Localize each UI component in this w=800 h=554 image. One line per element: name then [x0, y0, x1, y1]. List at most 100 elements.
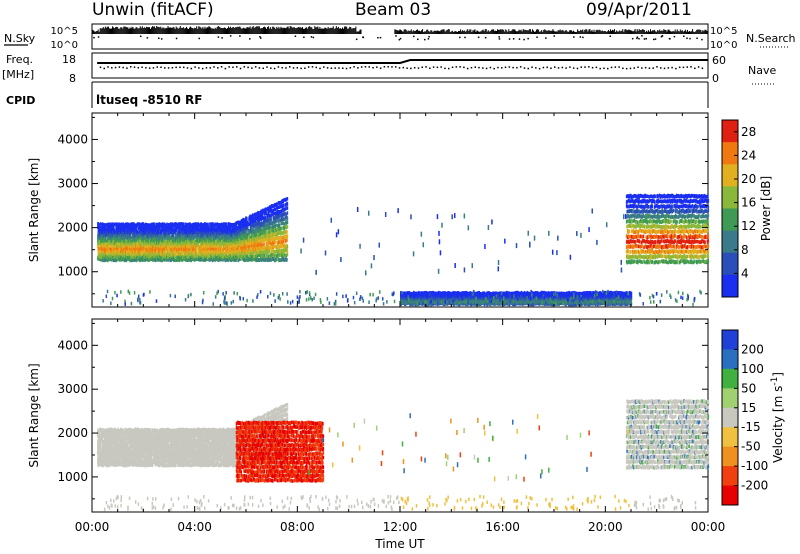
power-range-bin	[249, 244, 251, 249]
power-range-bin	[140, 231, 142, 235]
power-range-bin	[183, 238, 186, 243]
power-range-bin	[236, 226, 238, 230]
power-range-bin	[126, 223, 128, 227]
power-range-bin	[120, 239, 123, 243]
power-range-bin	[266, 237, 269, 242]
nsearch-dot	[508, 38, 511, 40]
power-range-bin	[109, 226, 111, 230]
power-range-bin	[130, 239, 132, 244]
power-range-bin	[125, 230, 128, 235]
freq-dot	[538, 67, 541, 70]
power-range-bin	[173, 253, 175, 257]
freq-dot	[554, 66, 556, 68]
power-range-bin	[125, 235, 127, 240]
power-range-bin	[181, 239, 183, 244]
power-range-bin	[185, 251, 188, 256]
nsearch-label: N.Search	[746, 32, 796, 45]
nsearch-dot	[416, 38, 419, 41]
power-panel-frame	[91, 112, 709, 308]
power-range-bin	[261, 216, 263, 220]
power-range-bin	[169, 249, 172, 254]
nsearch-tick-top: 10^5	[710, 26, 737, 37]
power-range-bin	[203, 242, 206, 246]
power-range-bin	[205, 255, 208, 259]
power-range-bin	[124, 241, 126, 246]
nsearch-dot	[643, 38, 646, 40]
power-range-bin	[267, 206, 270, 211]
power-range-bin	[135, 253, 137, 257]
power-range-bin	[129, 235, 132, 240]
power-range-bin	[224, 239, 226, 243]
power-range-bin	[140, 223, 142, 227]
power-range-bin	[161, 222, 164, 226]
power-range-bin	[104, 258, 106, 263]
power-range-bin	[186, 231, 188, 235]
power-range-bin	[152, 230, 154, 234]
power-range-bin	[267, 222, 270, 226]
power-range-bin	[206, 257, 209, 262]
power-range-bin	[264, 220, 266, 224]
power-range-bin	[119, 254, 122, 259]
nsearch-dot	[427, 38, 430, 40]
freq-dot	[652, 67, 654, 69]
freq-dot	[357, 67, 359, 69]
power-range-bin	[185, 228, 187, 233]
nsearch-dot	[638, 37, 640, 40]
power-range-bin	[175, 239, 178, 244]
power-range-bin	[239, 237, 242, 241]
power-range-bin	[166, 228, 168, 233]
power-range-bin	[131, 239, 133, 244]
power-range-bin	[105, 254, 107, 259]
freq-dot	[512, 66, 514, 69]
power-range-bin	[125, 228, 127, 233]
nsearch-dot	[579, 36, 582, 38]
power-range-bin	[230, 255, 233, 260]
power-range-bin	[249, 257, 252, 262]
power-range-bin	[276, 223, 279, 228]
power-range-bin	[179, 244, 181, 248]
power-range-bin	[127, 222, 130, 227]
power-range-bin	[235, 252, 238, 256]
power-range-bin	[184, 222, 187, 226]
power-range-bin	[253, 213, 255, 218]
power-range-bin	[165, 223, 167, 228]
freq-dot	[682, 66, 685, 69]
power-range-bin	[134, 255, 137, 259]
power-range-bin	[168, 242, 170, 246]
power-range-bin	[138, 236, 141, 240]
power-range-bin	[157, 226, 160, 230]
power-range-bin	[127, 257, 130, 261]
power-range-bin	[279, 210, 281, 214]
nave-line	[97, 59, 708, 64]
power-range-bin	[163, 250, 165, 254]
power-range-bin	[259, 217, 262, 221]
power-range-bin	[108, 247, 111, 251]
power-range-bin	[180, 225, 182, 230]
power-range-bin	[111, 250, 114, 254]
freq-dot	[398, 67, 401, 69]
power-range-bin	[101, 225, 103, 229]
power-range-bin	[265, 223, 267, 228]
power-range-bin	[252, 228, 255, 232]
freq-dot	[584, 66, 586, 68]
power-range-bin	[165, 231, 168, 236]
power-range-bin	[157, 244, 160, 248]
freq-dot	[697, 66, 700, 68]
power-range-bin	[122, 241, 125, 245]
power-range-bin	[246, 241, 248, 246]
power-range-bin	[164, 257, 167, 261]
power-range-bin	[114, 222, 117, 226]
power-range-bin	[251, 234, 254, 239]
power-range-bin	[238, 238, 241, 242]
freq-dot	[618, 66, 620, 68]
power-range-bin	[264, 249, 266, 254]
power-range-bin	[261, 243, 264, 248]
power-range-bin	[100, 255, 102, 260]
power-range-bin	[270, 234, 273, 238]
power-range-bin	[202, 224, 204, 229]
power-range-bin	[258, 242, 261, 247]
freq-dot	[353, 66, 355, 68]
power-range-bin	[150, 257, 152, 262]
power-range-bin	[174, 252, 177, 257]
power-range-bin	[249, 238, 251, 242]
